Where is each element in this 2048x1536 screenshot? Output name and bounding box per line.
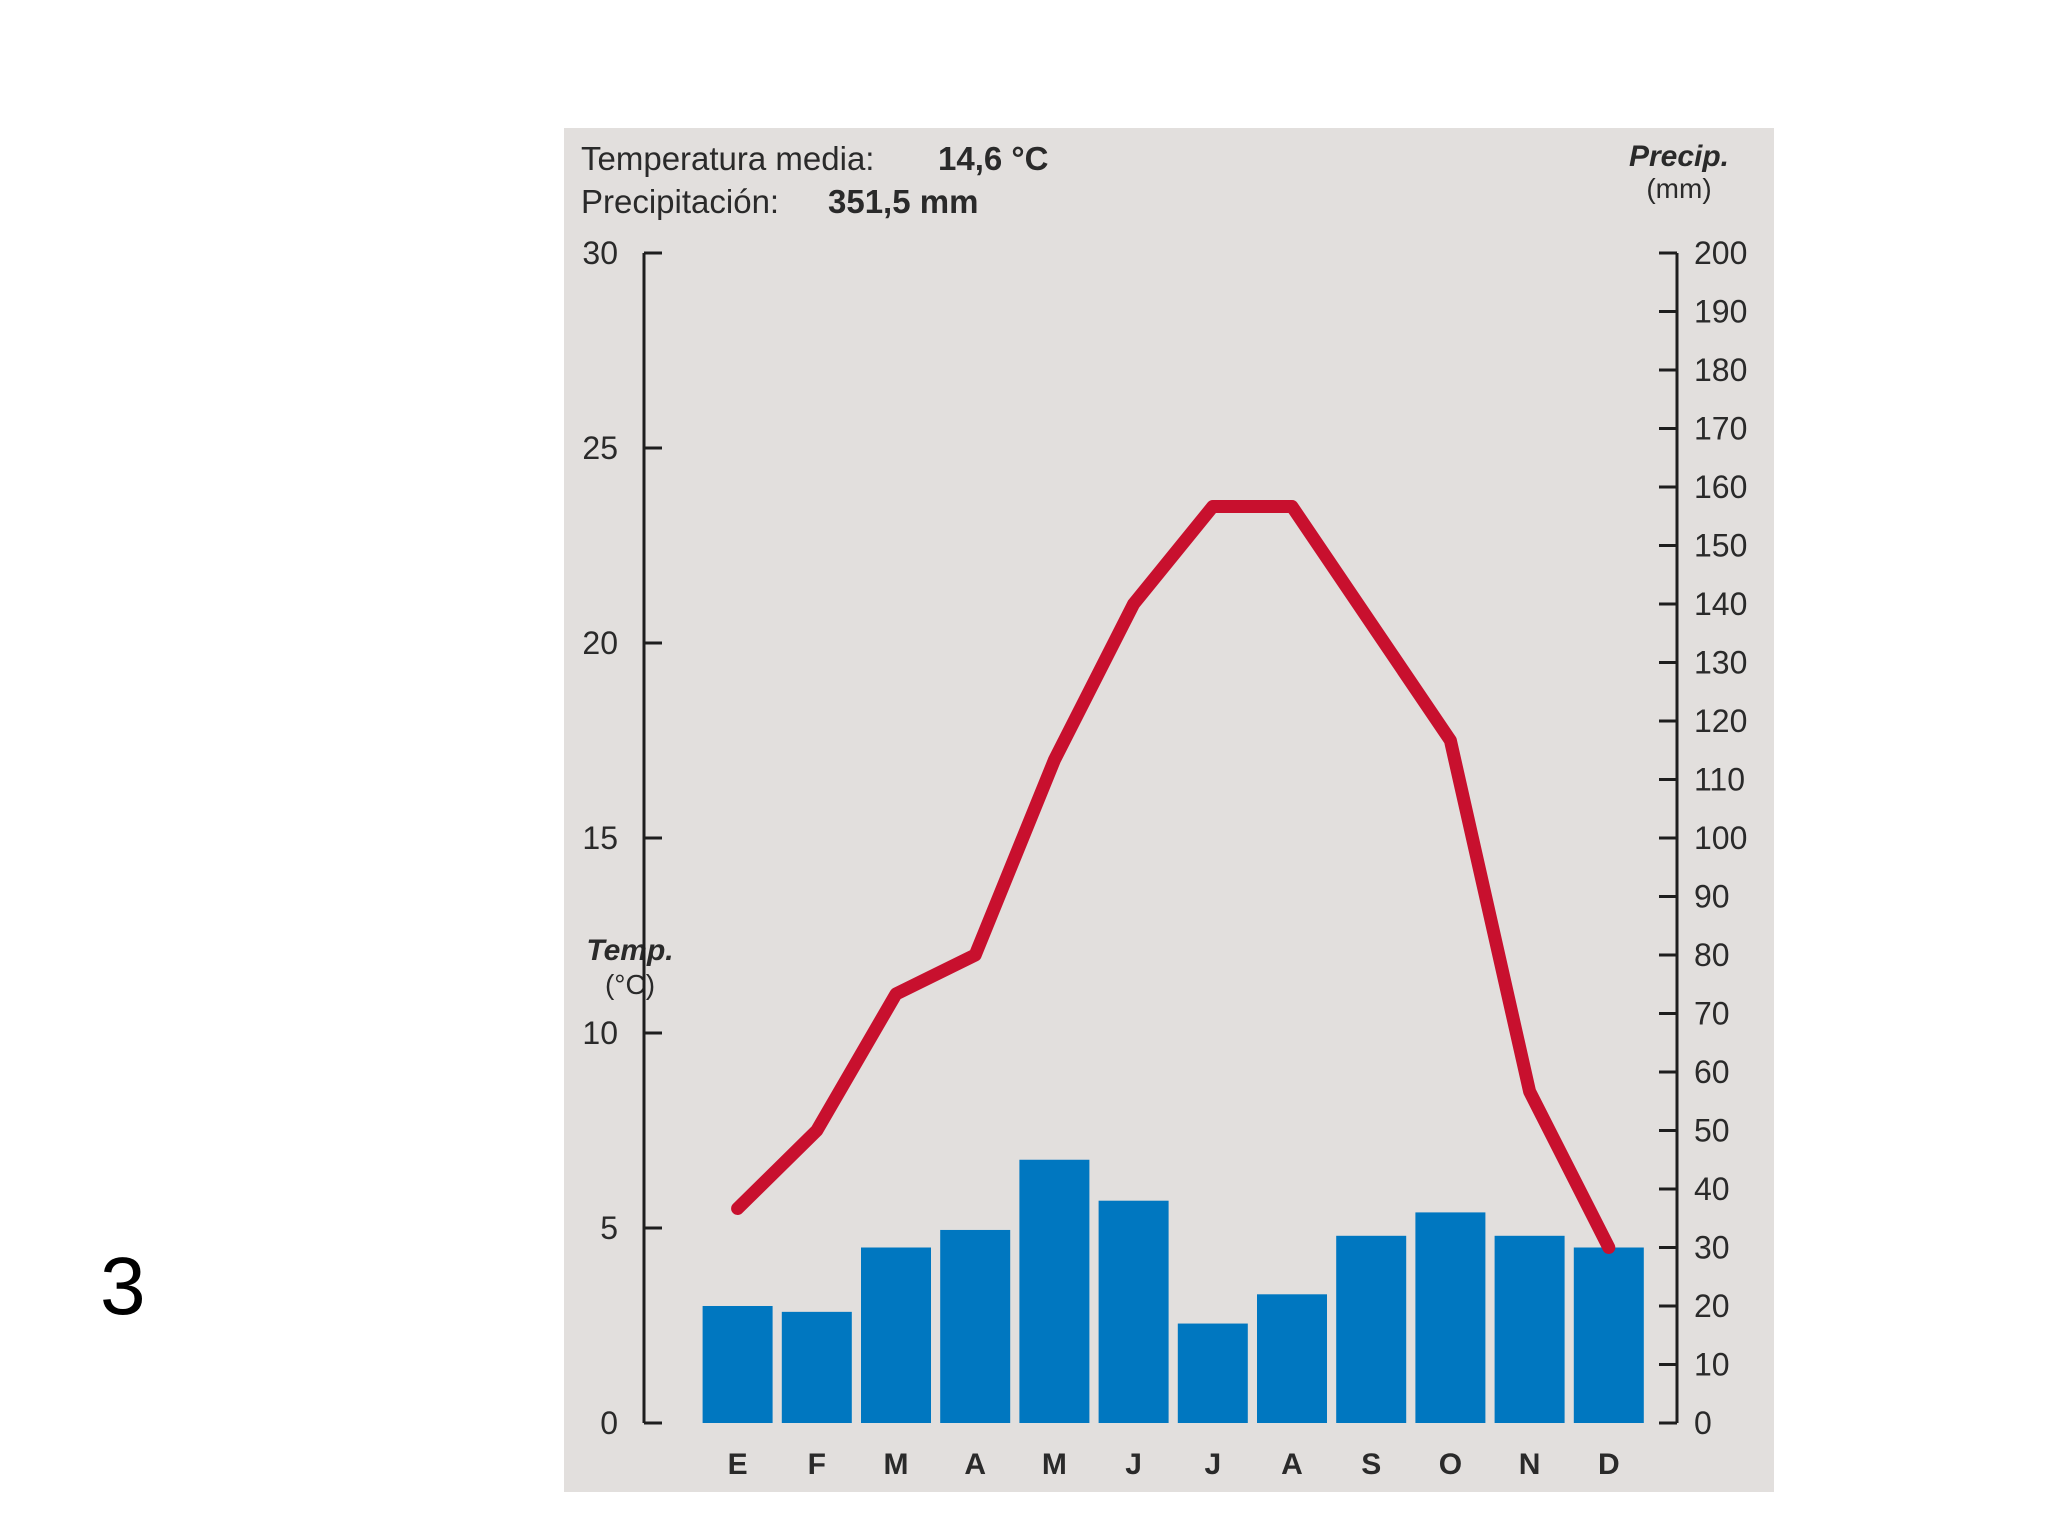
precip-bar-11 — [1494, 1235, 1565, 1423]
precip-tick-label: 120 — [1694, 703, 1747, 739]
month-label-8: A — [1281, 1448, 1303, 1481]
precip-tick-label: 40 — [1694, 1171, 1730, 1207]
temperature-line — [731, 500, 1616, 1254]
precip-tick-label: 140 — [1694, 586, 1747, 622]
precip-tick-label: 20 — [1694, 1288, 1730, 1324]
precip-tick-label: 80 — [1694, 937, 1730, 973]
precip-axis-title: Precip. — [1629, 140, 1729, 173]
precip-tick-label: 150 — [1694, 528, 1747, 564]
climate-chart: Temperatura media: 14,6 °C Precipitación… — [564, 128, 1774, 1492]
precip-bar-8 — [1257, 1294, 1327, 1423]
precip-bar-4 — [940, 1229, 1011, 1423]
precip-tick-label: 90 — [1694, 879, 1730, 915]
precip-tick-label: 190 — [1694, 294, 1747, 330]
precip-bar-1 — [702, 1306, 773, 1423]
precip-tick-label: 50 — [1694, 1113, 1730, 1149]
month-label-4: A — [964, 1448, 986, 1481]
precip-tick-label: 160 — [1694, 469, 1747, 505]
temp-mean-label: Temperatura media: — [581, 140, 874, 177]
precip-total-label: Precipitación: — [581, 183, 779, 220]
precip-tick-label: 30 — [1694, 1230, 1730, 1266]
precip-tick-label: 10 — [1694, 1347, 1730, 1383]
month-label-7: J — [1204, 1448, 1221, 1481]
precip-bar-6 — [1098, 1200, 1169, 1423]
precip-tick-label: 0 — [1694, 1405, 1712, 1441]
precip-tick-label: 200 — [1694, 235, 1747, 271]
temp-mean-value: 14,6 °C — [938, 140, 1048, 177]
precip-total-value: 351,5 mm — [828, 183, 978, 220]
precip-bar-10 — [1415, 1212, 1486, 1423]
month-label-3: M — [884, 1448, 909, 1481]
precip-tick-label: 110 — [1694, 762, 1745, 798]
month-label-1: E — [728, 1448, 748, 1481]
temp-tick-label: 20 — [582, 625, 618, 661]
slide-number: 3 — [100, 1241, 146, 1332]
precip-tick-label: 170 — [1694, 411, 1747, 447]
month-label-2: F — [808, 1448, 826, 1481]
precip-tick-label: 130 — [1694, 645, 1747, 681]
precip-bar-2 — [781, 1311, 852, 1423]
month-label-6: J — [1125, 1448, 1142, 1481]
precip-bar-9 — [1336, 1235, 1407, 1423]
temp-tick-label: 5 — [600, 1210, 618, 1246]
precip-bar-12 — [1573, 1247, 1644, 1423]
temp-tick-label: 25 — [582, 430, 618, 466]
month-label-5: M — [1042, 1448, 1067, 1481]
precip-bar-7 — [1177, 1323, 1248, 1423]
temp-tick-label: 15 — [582, 820, 618, 856]
precip-axis-unit: (mm) — [1646, 173, 1711, 204]
temp-axis-unit: (°C) — [605, 969, 655, 1000]
temp-axis-title: Temp. — [586, 934, 673, 967]
precip-tick-label: 100 — [1694, 820, 1747, 856]
chart-background — [564, 128, 1774, 1492]
precip-bar-5 — [1019, 1159, 1090, 1423]
month-label-12: D — [1598, 1448, 1620, 1481]
month-label-9: S — [1361, 1448, 1381, 1481]
month-label-10: O — [1439, 1448, 1462, 1481]
temp-tick-label: 10 — [582, 1015, 618, 1051]
month-label-11: N — [1519, 1448, 1541, 1481]
precip-tick-label: 70 — [1694, 996, 1730, 1032]
precip-bar-3 — [861, 1247, 931, 1423]
precip-tick-label: 180 — [1694, 352, 1747, 388]
temp-tick-label: 0 — [600, 1405, 618, 1441]
precip-tick-label: 60 — [1694, 1054, 1730, 1090]
temp-tick-label: 30 — [582, 235, 618, 271]
